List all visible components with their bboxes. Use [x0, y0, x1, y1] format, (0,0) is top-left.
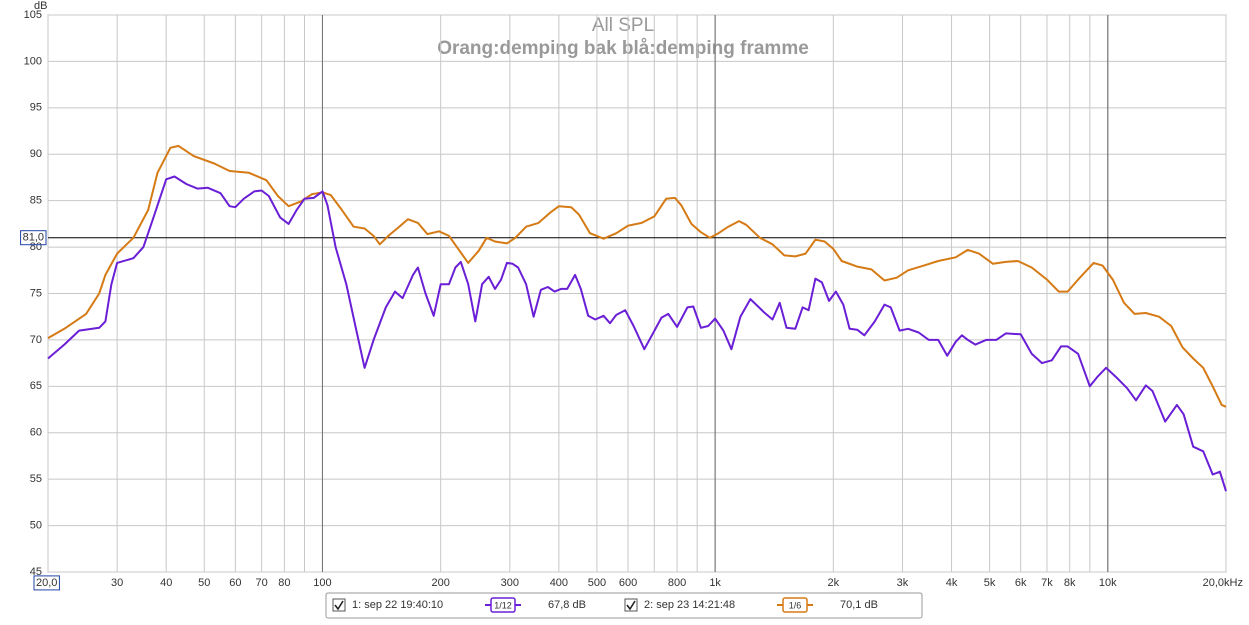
chart-subtitle: Orang:demping bak blå:demping framme [437, 38, 809, 59]
y-tick-label: 100 [24, 55, 42, 67]
legend-smoothing: 1/12 [494, 600, 512, 610]
x-tick-label: 40 [160, 577, 172, 589]
legend [325, 592, 923, 619]
series-line [47, 144, 1227, 408]
x-tick-label: 7k [1041, 577, 1053, 589]
legend-level: 67,8 dB [548, 599, 586, 611]
x-start-box [33, 575, 60, 591]
legend-checkbox[interactable] [332, 598, 346, 612]
x-tick-label: 600 [619, 577, 637, 589]
x-tick-label: 800 [668, 577, 686, 589]
x-tick-label: 20,0kHz [1203, 577, 1243, 589]
legend-level: 70,1 dB [840, 599, 878, 611]
x-tick-label: 3k [897, 577, 909, 589]
chart-title: All SPL [592, 15, 654, 36]
legend-name: 2: sep 23 14:21:48 [644, 599, 735, 611]
legend-smoothing: 1/6 [789, 600, 802, 610]
x-tick-label: 6k [1015, 577, 1027, 589]
legend-check [334, 600, 344, 611]
x-tick-label: 500 [588, 577, 606, 589]
x-tick-label: 70 [256, 577, 268, 589]
y-tick-label: 75 [30, 287, 42, 299]
x-tick-label: 100 [313, 577, 331, 589]
x-tick-label: 300 [501, 577, 519, 589]
legend-name: 1: sep 22 19:40:10 [352, 599, 443, 611]
x-tick-label: 8k [1064, 577, 1076, 589]
x-tick-label: 5k [984, 577, 996, 589]
y-tick-label: 70 [30, 334, 42, 346]
y-tick-label: 105 [24, 9, 42, 21]
y-axis-label: dB [34, 0, 47, 12]
y-tick-label: 95 [30, 102, 42, 114]
y-tick-label: 60 [30, 427, 42, 439]
x-tick-label: 50 [198, 577, 210, 589]
legend-check [626, 600, 636, 611]
y-tick-label: 90 [30, 148, 42, 160]
legend-smoothing-box [490, 597, 516, 613]
legend-smoothing-box [782, 597, 808, 613]
cursor-label: 81,0 [23, 232, 44, 244]
y-tick-label: 80 [30, 241, 42, 253]
x-tick-label: 200 [431, 577, 449, 589]
x-tick-label: 30 [111, 577, 123, 589]
y-tick-label: 45 [30, 566, 42, 578]
x-tick-label: 80 [278, 577, 290, 589]
y-tick-label: 50 [30, 519, 42, 531]
x-tick-label: 10k [1099, 577, 1117, 589]
x-tick-label: 400 [550, 577, 568, 589]
series-line [47, 175, 1227, 492]
cursor-box [20, 230, 47, 246]
y-tick-label: 65 [30, 380, 42, 392]
x-tick-label: 1k [709, 577, 721, 589]
legend-checkbox[interactable] [624, 598, 638, 612]
x-tick-label: 2k [828, 577, 840, 589]
y-tick-label: 85 [30, 195, 42, 207]
x-tick-label: 4k [946, 577, 958, 589]
y-tick-label: 55 [30, 473, 42, 485]
x-tick-label: 20,0 [36, 577, 57, 589]
x-tick-label: 60 [229, 577, 241, 589]
